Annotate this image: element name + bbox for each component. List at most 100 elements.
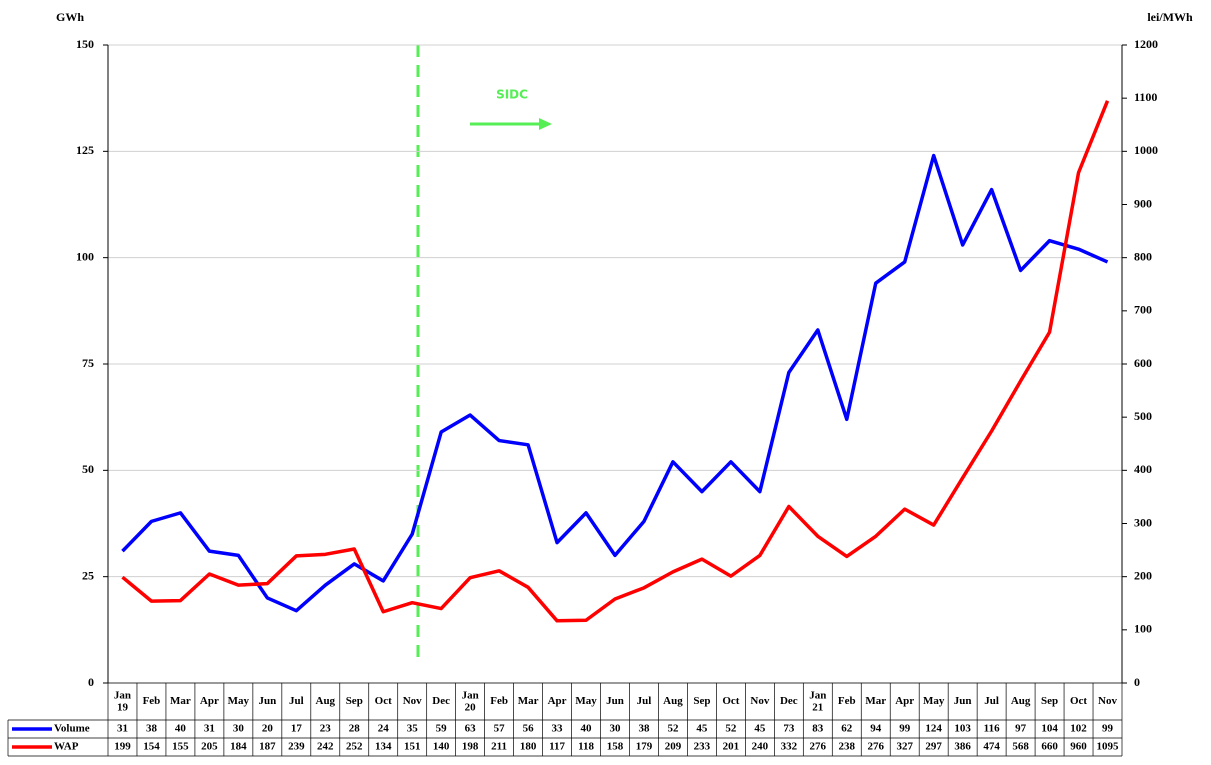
- table-value: 28: [349, 723, 361, 735]
- table-value: 198: [462, 741, 479, 753]
- x-tick-label: Jan 21: [809, 689, 826, 713]
- table-value: 179: [636, 741, 653, 753]
- x-tick-label: Jun: [954, 695, 972, 707]
- table-value: 154: [143, 741, 160, 753]
- table-value: 242: [317, 741, 334, 753]
- table-value: 33: [552, 723, 564, 735]
- x-tick-label: Dec: [780, 695, 798, 707]
- table-value: 386: [954, 741, 971, 753]
- x-tick-label: Feb: [838, 695, 856, 707]
- x-tick-label: Nov: [403, 695, 422, 707]
- y2-tick-label: 200: [1134, 568, 1152, 582]
- sidc-arrowhead: [539, 118, 552, 130]
- table-value: 201: [723, 741, 740, 753]
- table-value: 99: [1102, 723, 1114, 735]
- x-tick-label: Mar: [518, 695, 539, 707]
- table-value: 63: [465, 723, 477, 735]
- table-value: 52: [725, 723, 737, 735]
- x-tick-label: May: [923, 695, 945, 707]
- table-value: 38: [146, 723, 158, 735]
- table-value: 240: [752, 741, 769, 753]
- table-value: 205: [201, 741, 218, 753]
- table-value: 276: [867, 741, 884, 753]
- y-tick-label: 50: [82, 462, 94, 476]
- x-tick-label: Apr: [895, 695, 914, 707]
- y-tick-label: 125: [76, 143, 94, 157]
- table-value: 102: [1070, 723, 1087, 735]
- y2-tick-label: 100: [1134, 622, 1152, 636]
- table-value: 73: [783, 723, 795, 735]
- x-tick-label: Feb: [143, 695, 161, 707]
- table-value: 233: [694, 741, 711, 753]
- x-tick-label: Jun: [258, 695, 276, 707]
- table-value: 238: [839, 741, 856, 753]
- x-tick-label: Jul: [984, 695, 999, 707]
- table-value: 252: [346, 741, 363, 753]
- table-value: 20: [262, 723, 274, 735]
- table-value: 99: [899, 723, 911, 735]
- table-value: 297: [925, 741, 942, 753]
- x-tick-label: Aug: [316, 695, 336, 707]
- x-tick-label: Apr: [548, 695, 567, 707]
- table-value: 52: [667, 723, 679, 735]
- table-value: 211: [491, 741, 507, 753]
- table-value: 660: [1041, 741, 1058, 753]
- table-value: 960: [1070, 741, 1087, 753]
- y2-tick-label: 700: [1134, 303, 1152, 317]
- table-value: 17: [291, 723, 303, 735]
- table-value: 117: [549, 741, 565, 753]
- table-value: 474: [983, 741, 1000, 753]
- table-value: 276: [810, 741, 827, 753]
- x-tick-label: Oct: [722, 695, 739, 707]
- y2-tick-label: 300: [1134, 515, 1152, 529]
- table-value: 180: [520, 741, 537, 753]
- table-value: 40: [175, 723, 187, 735]
- x-tick-label: Sep: [1041, 695, 1058, 707]
- x-tick-label: Jan 20: [462, 689, 479, 713]
- x-tick-label: Sep: [346, 695, 363, 707]
- x-tick-label: Jan 19: [114, 689, 131, 713]
- y-tick-label: 25: [82, 568, 94, 582]
- table-value: 45: [754, 723, 766, 735]
- table-value: 59: [436, 723, 448, 735]
- x-tick-label: May: [228, 695, 250, 707]
- table-value: 155: [172, 741, 189, 753]
- table-value: 83: [812, 723, 824, 735]
- x-tick-label: Nov: [1098, 695, 1117, 707]
- table-value: 239: [288, 741, 305, 753]
- table-value: 56: [523, 723, 535, 735]
- table-value: 31: [117, 723, 128, 735]
- table-value: 209: [665, 741, 682, 753]
- y-tick-label: 100: [76, 249, 94, 263]
- table-value: 94: [870, 723, 882, 735]
- table-value: 31: [204, 723, 215, 735]
- x-tick-label: Jul: [637, 695, 652, 707]
- x-tick-label: Mar: [170, 695, 191, 707]
- table-value: 30: [610, 723, 622, 735]
- table-value: 184: [230, 741, 247, 753]
- table-value: 199: [114, 741, 131, 753]
- x-tick-label: Dec: [432, 695, 450, 707]
- table-value: 24: [378, 723, 390, 735]
- x-tick-label: Nov: [750, 695, 769, 707]
- y2-tick-label: 1100: [1134, 90, 1157, 104]
- y2-tick-label: 1200: [1134, 37, 1158, 51]
- table-value: 568: [1012, 741, 1029, 753]
- y2-tick-label: 0: [1134, 675, 1140, 689]
- table-value: 1095: [1097, 741, 1120, 753]
- y-tick-label: 0: [88, 675, 94, 689]
- x-tick-label: Mar: [865, 695, 886, 707]
- table-value: 30: [233, 723, 245, 735]
- x-tick-label: Apr: [200, 695, 219, 707]
- legend-label: WAP: [54, 741, 79, 753]
- y-tick-label: 150: [76, 37, 94, 51]
- table-value: 23: [320, 723, 332, 735]
- table-value: 40: [581, 723, 593, 735]
- table-value: 151: [404, 741, 421, 753]
- table-value: 45: [696, 723, 708, 735]
- x-tick-label: Jun: [606, 695, 624, 707]
- y2-tick-label: 600: [1134, 356, 1152, 370]
- table-value: 104: [1041, 723, 1058, 735]
- y2-tick-label: 400: [1134, 462, 1152, 476]
- table-value: 134: [375, 741, 392, 753]
